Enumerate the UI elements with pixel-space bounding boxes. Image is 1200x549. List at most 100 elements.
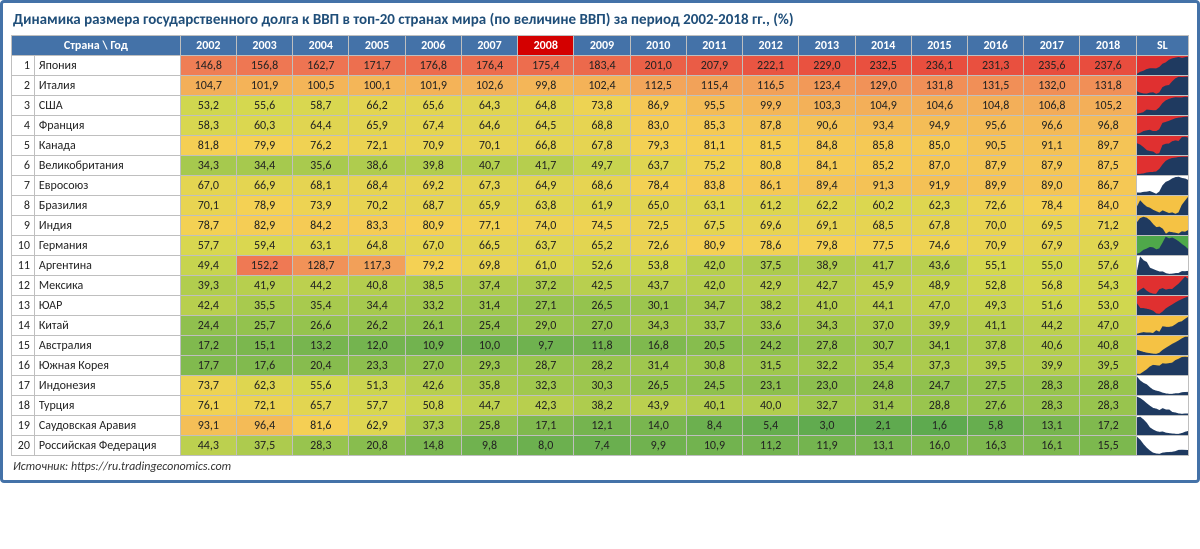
row-country: Китай [34, 316, 180, 336]
cell-value: 95,5 [686, 96, 742, 116]
sparkline-cell [1136, 276, 1188, 296]
cell-value: 65,6 [405, 96, 461, 116]
cell-value: 10,9 [686, 436, 742, 456]
cell-value: 96,6 [1024, 116, 1080, 136]
cell-value: 61,9 [574, 196, 630, 216]
cell-value: 72,6 [968, 196, 1024, 216]
table-row: 1Япония146,8156,8162,7171,7176,8176,4175… [12, 56, 1189, 76]
table-row: 18Турция76,172,165,757,750,844,742,338,2… [12, 396, 1189, 416]
cell-value: 62,9 [349, 416, 405, 436]
cell-value: 9,9 [630, 436, 686, 456]
cell-value: 231,3 [968, 56, 1024, 76]
cell-value: 34,4 [349, 296, 405, 316]
cell-value: 56,8 [1024, 276, 1080, 296]
cell-value: 42,6 [405, 376, 461, 396]
col-year-2017: 2017 [1024, 36, 1080, 56]
cell-value: 23,0 [799, 376, 855, 396]
col-year-2003: 2003 [236, 36, 292, 56]
cell-value: 60,2 [855, 196, 911, 216]
cell-value: 65,9 [349, 116, 405, 136]
cell-value: 37,0 [855, 316, 911, 336]
cell-value: 104,9 [855, 96, 911, 116]
table-row: 19Саудовская Аравия93,196,481,662,937,32… [12, 416, 1189, 436]
cell-value: 28,3 [1080, 396, 1136, 416]
cell-value: 53,2 [180, 96, 236, 116]
row-country: Саудовская Аравия [34, 416, 180, 436]
cell-value: 29,3 [461, 356, 517, 376]
cell-value: 37,4 [461, 276, 517, 296]
cell-value: 24,4 [180, 316, 236, 336]
cell-value: 44,2 [293, 276, 349, 296]
col-year-2007: 2007 [461, 36, 517, 56]
cell-value: 34,3 [180, 156, 236, 176]
cell-value: 68,7 [405, 196, 461, 216]
col-year-2009: 2009 [574, 36, 630, 56]
cell-value: 32,7 [799, 396, 855, 416]
cell-value: 41,7 [855, 256, 911, 276]
cell-value: 104,7 [180, 76, 236, 96]
cell-value: 76,1 [180, 396, 236, 416]
cell-value: 63,8 [518, 196, 574, 216]
table-row: 11Аргентина49,4152,2128,7117,379,269,861… [12, 256, 1189, 276]
cell-value: 73,7 [180, 376, 236, 396]
cell-value: 74,6 [911, 236, 967, 256]
cell-value: 93,4 [855, 116, 911, 136]
cell-value: 162,7 [293, 56, 349, 76]
cell-value: 43,6 [911, 256, 967, 276]
cell-value: 65,7 [293, 396, 349, 416]
cell-value: 14,8 [405, 436, 461, 456]
cell-value: 70,9 [968, 236, 1024, 256]
cell-value: 39,8 [405, 156, 461, 176]
cell-value: 52,6 [574, 256, 630, 276]
cell-value: 2,1 [855, 416, 911, 436]
cell-value: 42,5 [574, 276, 630, 296]
cell-value: 87,9 [1024, 156, 1080, 176]
cell-value: 99,9 [743, 96, 799, 116]
col-year-2016: 2016 [968, 36, 1024, 56]
cell-value: 128,7 [293, 256, 349, 276]
cell-value: 90,5 [968, 136, 1024, 156]
cell-value: 146,8 [180, 56, 236, 76]
cell-value: 41,9 [236, 276, 292, 296]
cell-value: 64,5 [518, 116, 574, 136]
cell-value: 81,5 [743, 136, 799, 156]
cell-value: 78,7 [180, 216, 236, 236]
table-row: 12Мексика39,341,944,240,838,537,437,242,… [12, 276, 1189, 296]
cell-value: 38,6 [349, 156, 405, 176]
col-year-2013: 2013 [799, 36, 855, 56]
cell-value: 37,3 [405, 416, 461, 436]
cell-value: 67,9 [1024, 236, 1080, 256]
row-country: Франция [34, 116, 180, 136]
cell-value: 176,4 [461, 56, 517, 76]
cell-value: 91,1 [1024, 136, 1080, 156]
cell-value: 68,4 [349, 176, 405, 196]
row-index: 20 [12, 436, 35, 456]
cell-value: 63,9 [1080, 236, 1136, 256]
cell-value: 26,2 [349, 316, 405, 336]
sparkline-cell [1136, 376, 1188, 396]
cell-value: 90,6 [799, 116, 855, 136]
cell-value: 42,0 [686, 276, 742, 296]
cell-value: 72,1 [236, 396, 292, 416]
cell-value: 16,0 [911, 436, 967, 456]
cell-value: 20,4 [293, 356, 349, 376]
cell-value: 80,9 [686, 236, 742, 256]
cell-value: 96,8 [1080, 116, 1136, 136]
cell-value: 28,8 [911, 396, 967, 416]
cell-value: 70,0 [968, 216, 1024, 236]
cell-value: 44,7 [461, 396, 517, 416]
cell-value: 33,2 [405, 296, 461, 316]
sparkline-cell [1136, 76, 1188, 96]
cell-value: 25,4 [461, 316, 517, 336]
cell-value: 131,8 [1080, 76, 1136, 96]
cell-value: 28,3 [1024, 376, 1080, 396]
cell-value: 28,2 [574, 356, 630, 376]
cell-value: 78,4 [1024, 196, 1080, 216]
row-country: Индонезия [34, 376, 180, 396]
col-year-2010: 2010 [630, 36, 686, 56]
cell-value: 83,8 [686, 176, 742, 196]
sparkline-cell [1136, 356, 1188, 376]
table-row: 6Великобритания34,334,435,638,639,840,74… [12, 156, 1189, 176]
cell-value: 55,6 [293, 376, 349, 396]
sparkline-cell [1136, 336, 1188, 356]
